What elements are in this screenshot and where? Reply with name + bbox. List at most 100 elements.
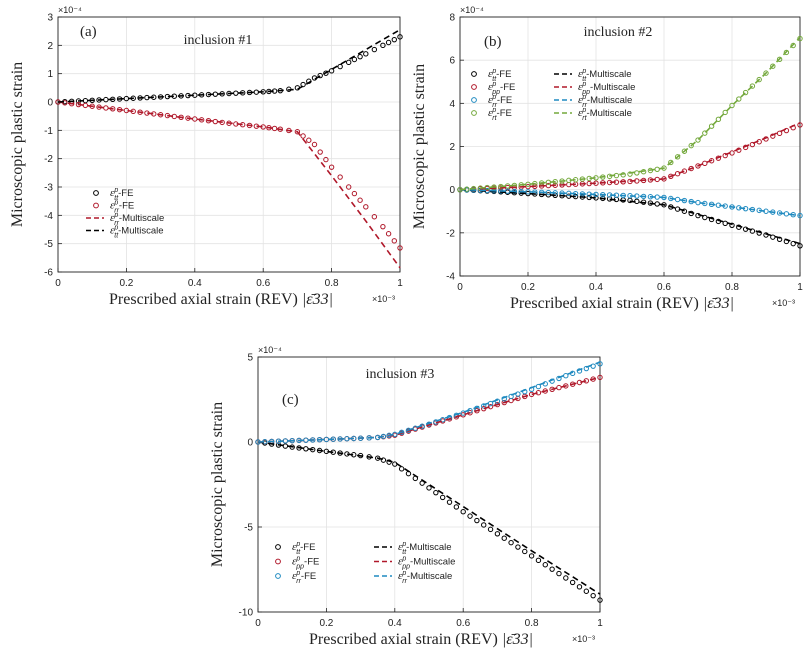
legend-entry: εp tt-FE [292, 541, 315, 556]
x-tick-label: 0.2 [521, 282, 535, 293]
y-tick-label: 2 [449, 142, 455, 153]
data-point [426, 485, 432, 491]
data-point [337, 63, 343, 70]
y-tick-label: -6 [44, 268, 53, 279]
panel-label: (c) [282, 392, 299, 408]
data-point [385, 39, 392, 46]
data-point [749, 228, 756, 234]
data-point [770, 63, 776, 69]
data-point [695, 137, 701, 143]
data-point [654, 201, 660, 207]
data-point [763, 70, 769, 76]
series-line [57, 29, 401, 103]
data-point [535, 383, 542, 390]
data-point [391, 238, 397, 244]
x-tick-label: 0.8 [325, 278, 339, 289]
x-tick-label: 1 [397, 278, 403, 289]
y-tick-label: -4 [446, 272, 455, 283]
data-point [439, 494, 446, 501]
data-point [597, 374, 603, 381]
data-point [576, 584, 583, 590]
legend-swatch [275, 573, 281, 579]
x-multiplier: ×10⁻³ [372, 294, 395, 304]
data-point [674, 196, 681, 203]
data-point [494, 531, 501, 537]
y-tick-label: -2 [44, 154, 53, 165]
data-point [722, 152, 728, 159]
series-line [257, 361, 601, 443]
legend-entry: εp rr-FE [110, 200, 134, 215]
y-tick-label: 3 [47, 13, 53, 24]
y-multiplier: ×10⁻⁴ [460, 5, 484, 15]
series-line [459, 188, 801, 217]
data-point [380, 457, 387, 463]
data-point [729, 222, 735, 228]
data-point [528, 553, 535, 559]
data-point [474, 517, 480, 524]
y-tick-label: 2 [47, 41, 53, 52]
data-point [481, 522, 487, 528]
y-axis-label: Microscopic plastic strain [9, 62, 26, 227]
data-point [549, 566, 555, 572]
x-tick-label: 0.2 [119, 278, 133, 289]
data-point [556, 384, 562, 391]
data-point [311, 141, 318, 148]
axes-box [57, 16, 401, 273]
y-multiplier: ×10⁻⁴ [258, 345, 282, 355]
legend-entry: εp rr-Multiscale [110, 212, 164, 227]
data-point [756, 230, 762, 236]
legend-swatch [93, 202, 99, 209]
x-tick-label: 0.2 [319, 618, 333, 629]
x-tick-label: 0.8 [525, 618, 539, 629]
data-point [103, 96, 109, 103]
data-point [300, 133, 306, 139]
legend-entry: εp pp-Multiscale [398, 556, 455, 571]
legend-entry: εp pp-FE [488, 81, 515, 96]
data-point [82, 102, 89, 109]
data-point [797, 212, 803, 219]
data-point [371, 46, 378, 53]
data-point [481, 403, 487, 409]
panel-title: inclusion #3 [366, 367, 435, 382]
data-point [371, 214, 378, 220]
legend-entry: εp rr-FE [292, 570, 316, 585]
panel-label: (b) [484, 34, 502, 50]
data-point [282, 443, 289, 449]
data-point [783, 49, 790, 56]
data-point [702, 160, 708, 167]
legend-entry: εp pp-Multiscale [578, 81, 635, 96]
x-tick-label: 1 [597, 618, 603, 629]
data-point [688, 142, 694, 149]
data-point [790, 240, 796, 247]
chart-panel-1: 0 0.2 0.4 0.6 0.8 1 -6 -5 -4 -3 -2 -1 0 1 2 3 ×10⁻⁴ ×10⁻³… [9, 5, 403, 308]
y-tick-label: -3 [44, 183, 53, 194]
data-point [467, 513, 473, 519]
data-point [522, 548, 528, 555]
legend-swatch [471, 84, 477, 90]
series-line [57, 101, 401, 269]
data-point [790, 42, 796, 49]
data-point [535, 557, 542, 564]
data-point [736, 96, 742, 102]
x-axis-label: Prescribed axial strain (REV) |ε̄33| [309, 631, 533, 648]
legend-swatch [275, 558, 281, 565]
data-point [317, 149, 323, 155]
data-point [351, 56, 358, 63]
legend-entry: εp rt-FE [488, 107, 512, 122]
legend-entry: εp rr-Multiscale [578, 94, 632, 109]
data-point [303, 446, 309, 452]
data-point [776, 130, 783, 137]
data-point [742, 89, 749, 96]
data-point [323, 156, 329, 163]
series-line [459, 188, 801, 245]
x-tick-label: 0 [457, 282, 463, 293]
legend-swatch [471, 97, 477, 103]
chart-panel-3: 0 0.2 0.4 0.6 0.8 1 -10 -5 0 5 ×10⁻⁴ ×10⁻³ Prescribe… [209, 345, 603, 648]
y-tick-label: -2 [446, 228, 455, 239]
data-point [627, 171, 633, 177]
series-line [257, 441, 601, 595]
data-point [363, 51, 369, 57]
data-point [681, 148, 688, 154]
data-point [460, 410, 466, 416]
